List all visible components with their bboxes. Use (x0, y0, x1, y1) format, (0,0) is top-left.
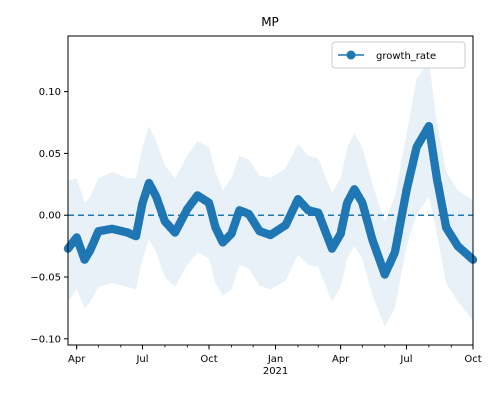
y-tick-label: −0.05 (30, 273, 61, 284)
x-tick-label: Apr (332, 354, 350, 365)
plot-area (63, 35, 478, 346)
legend-marker-swatch (346, 50, 356, 60)
x-tick-label: Oct (200, 354, 217, 365)
x-axis: Apr Jul Oct Jan Apr Jul Oct 2021 (68, 345, 482, 377)
series-markers-growth-rate (63, 122, 478, 279)
uncertainty-band (68, 60, 473, 327)
x-tick-label: Jan (267, 354, 283, 365)
y-tick-label: 0.05 (39, 149, 61, 160)
x-tick-label: Apr (68, 354, 86, 365)
y-axis: −0.10 −0.05 0.00 0.05 0.10 (30, 87, 68, 345)
y-tick-label: 0.10 (39, 87, 61, 98)
x-tick-label: Jul (135, 354, 148, 365)
legend: growth_rate (331, 41, 466, 69)
chart-title: MP (261, 15, 279, 29)
x-tick-label: Jul (399, 354, 412, 365)
axes-frame (67, 35, 474, 346)
legend-label-growth-rate: growth_rate (376, 51, 436, 62)
legend-frame (331, 41, 466, 69)
x-year-label: 2021 (263, 366, 288, 377)
x-tick-label: Oct (464, 354, 481, 365)
y-tick-label: 0.00 (39, 211, 61, 222)
y-tick-label: −0.10 (30, 334, 61, 345)
